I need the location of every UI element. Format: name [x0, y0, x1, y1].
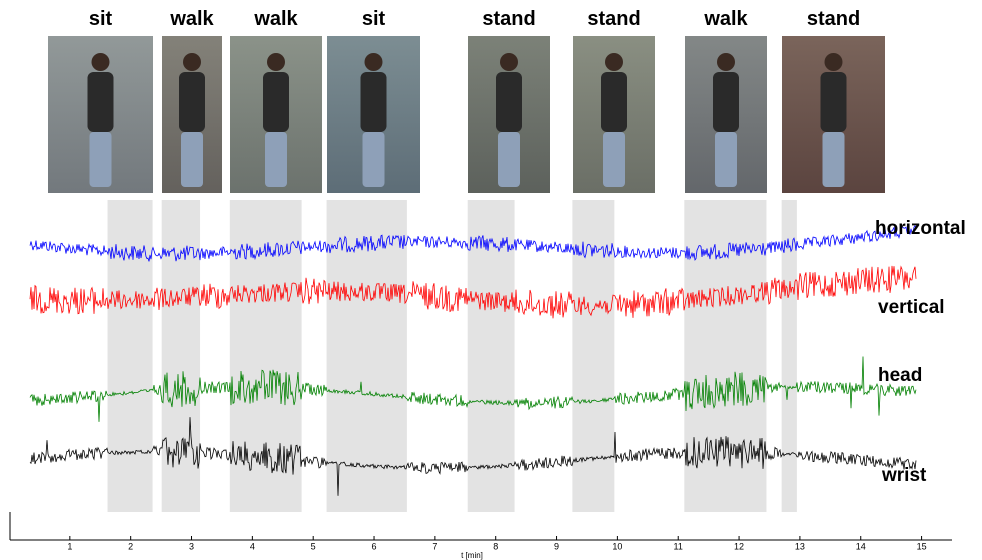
activity-region: [467, 200, 515, 512]
x-tick-label: 9: [554, 541, 559, 551]
activity-region: [326, 200, 407, 512]
photo-person-body: [179, 72, 205, 132]
signal-trace: [29, 356, 917, 422]
activity-label: sit: [89, 8, 113, 30]
signal-name: vertical: [878, 297, 945, 318]
activity-region: [572, 200, 615, 512]
photo-person-body: [496, 72, 522, 132]
photo-person-legs: [265, 132, 287, 187]
x-tick-label: 8: [493, 541, 498, 551]
photo-person-legs: [715, 132, 737, 187]
signal-trace: [29, 417, 917, 496]
activity-region: [107, 200, 153, 512]
x-tick-label: 14: [856, 541, 866, 551]
photo-person-legs: [362, 132, 385, 187]
signal-name: wrist: [881, 465, 927, 486]
signal-trace: [29, 224, 917, 262]
photo-person-head: [717, 53, 735, 71]
x-tick-label: 12: [734, 541, 744, 551]
photo-person-head: [91, 53, 110, 71]
photo-person-body: [263, 72, 289, 132]
activity-label: stand: [482, 8, 535, 30]
photo-person-head: [183, 53, 201, 71]
x-axis-label: t [min]: [461, 551, 483, 560]
x-tick-label: 3: [189, 541, 194, 551]
activity-label: walk: [253, 8, 298, 30]
x-tick-label: 11: [674, 541, 683, 551]
photo-person-legs: [498, 132, 520, 187]
x-tick-label: 7: [432, 541, 437, 551]
photo-person-head: [267, 53, 285, 71]
photo-person-legs: [89, 132, 112, 187]
activity-label: walk: [703, 8, 748, 30]
photo-person-body: [820, 72, 847, 132]
activity-region: [161, 200, 201, 512]
activity-label: stand: [587, 8, 640, 30]
photo-person-legs: [181, 132, 203, 187]
x-tick-label: 2: [128, 541, 133, 551]
activity-region: [781, 200, 797, 512]
signal-trace: [29, 265, 917, 319]
x-tick-label: 5: [311, 541, 316, 551]
photo-person-body: [601, 72, 627, 132]
x-tick-label: 4: [250, 541, 255, 551]
photo-person-head: [605, 53, 623, 71]
x-tick-label: 1: [67, 541, 72, 551]
photo-person-legs: [603, 132, 625, 187]
photo-person-body: [713, 72, 739, 132]
activity-label: stand: [807, 8, 860, 30]
photo-person-head: [500, 53, 518, 71]
photo-person-head: [364, 53, 383, 71]
photo-person-head: [824, 53, 843, 71]
x-tick-label: 15: [917, 541, 927, 551]
signal-name: horizontal: [875, 218, 966, 239]
photo-person-body: [360, 72, 387, 132]
photo-person-body: [87, 72, 114, 132]
signal-name: head: [878, 365, 922, 386]
activity-label: sit: [362, 8, 386, 30]
photo-person-legs: [822, 132, 845, 187]
x-tick-label: 6: [372, 541, 377, 551]
activity-label: walk: [169, 8, 214, 30]
x-tick-label: 10: [612, 541, 622, 551]
x-tick-label: 13: [795, 541, 805, 551]
